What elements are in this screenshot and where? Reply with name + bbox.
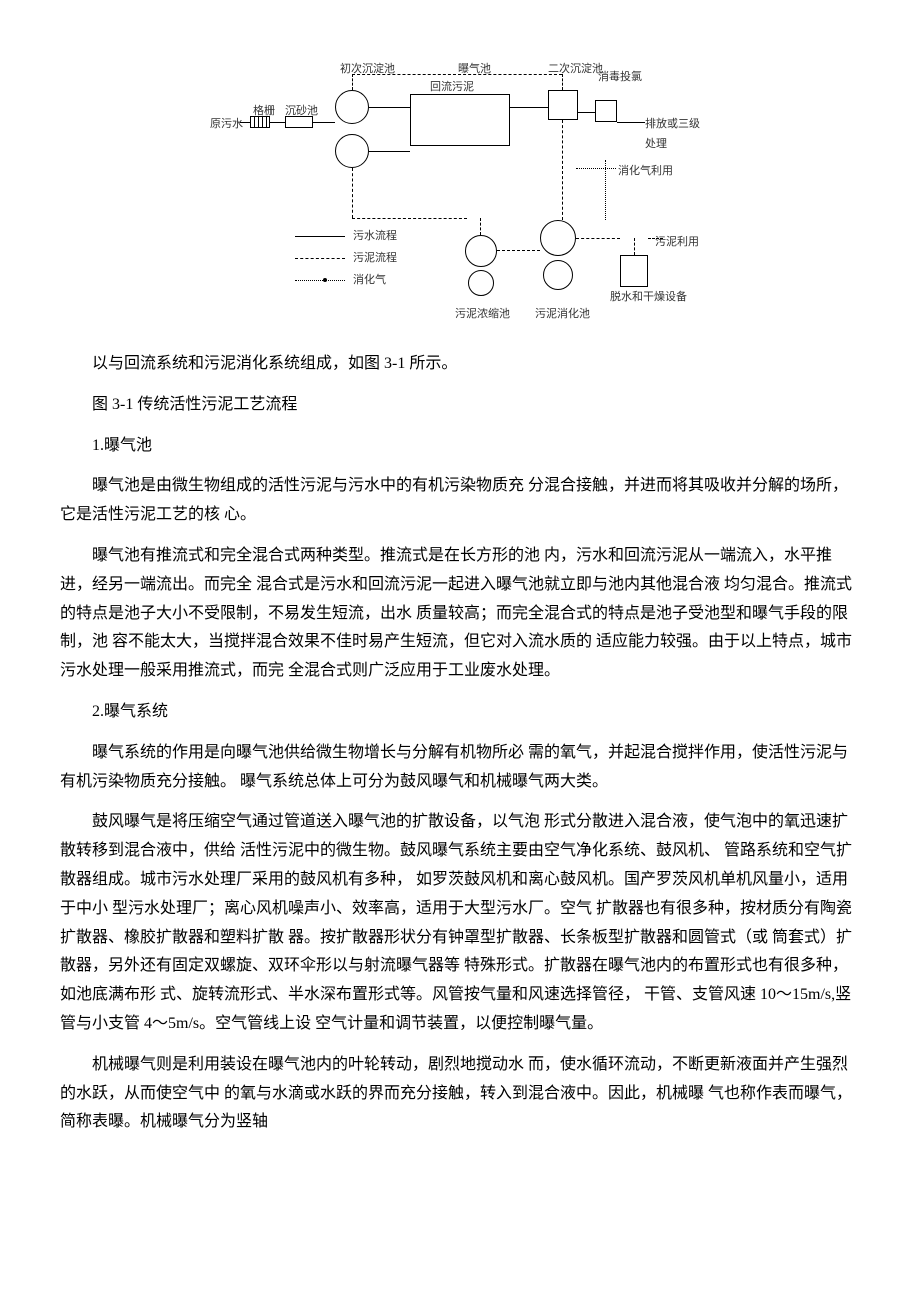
sludge-line (634, 238, 635, 255)
process-diagram-container: 初次沉淀池 曝气池 二次沉淀池 消毒投氯 原污水 格栅 沉砂池 回流污泥 (60, 60, 860, 320)
label-thickener: 污泥浓缩池 (455, 305, 510, 325)
disinfect-box (595, 100, 617, 122)
flow-line (240, 122, 250, 123)
digester-circle-2 (543, 260, 573, 290)
flow-line (578, 112, 595, 113)
section-heading-2: 2.曝气系统 (60, 698, 860, 727)
thickener-circle-2 (468, 270, 494, 296)
label-return-sludge: 回流污泥 (430, 78, 474, 98)
paragraph-9: 机械曝气则是利用装设在曝气池内的叶轮转动，剧烈地搅动水 而，使水循环流动，不断更… (60, 1051, 860, 1137)
paragraph-5: 曝气池有推流式和完全混合式两种类型。推流式是在长方形的池 内，污水和回流污泥从一… (60, 542, 860, 686)
sludge-line (352, 74, 562, 75)
label-digester: 污泥消化池 (535, 305, 590, 325)
grid-box (250, 116, 270, 128)
legend: 污水流程 污泥流程 消化气 (295, 225, 397, 292)
label-secondary-sed: 二次沉淀池 (548, 60, 603, 80)
label-sludge-use: 污泥利用 (655, 233, 699, 253)
gas-line (576, 168, 616, 169)
label-disinfect: 消毒投氯 (598, 68, 642, 88)
figure-caption: 图 3-1 传统活性污泥工艺流程 (60, 391, 860, 420)
dewater-box (620, 255, 648, 287)
primary-sed-circle-2 (335, 134, 369, 168)
sludge-line (352, 74, 353, 90)
flow-line (617, 122, 645, 123)
digester-circle-1 (540, 220, 576, 256)
paragraph-7: 曝气系统的作用是向曝气池供给微生物增长与分解有机物所必 需的氧气，并起混合搅拌作… (60, 739, 860, 797)
gas-line (605, 160, 606, 220)
paragraph-4: 曝气池是由微生物组成的活性污泥与污水中的有机污染物质充 分混合接触，并进而将其吸… (60, 472, 860, 530)
label-aeration-tank: 曝气池 (458, 60, 491, 80)
sludge-line (648, 238, 663, 239)
secondary-sed-box (548, 90, 578, 120)
paragraph-1: 以与回流系统和污泥消化系统组成，如图 3-1 所示。 (60, 350, 860, 379)
process-diagram: 初次沉淀池 曝气池 二次沉淀池 消毒投氯 原污水 格栅 沉砂池 回流污泥 (210, 60, 710, 320)
sludge-line (562, 74, 563, 90)
legend-digest-gas: 消化气 (353, 271, 386, 291)
sludge-line (497, 250, 540, 251)
sand-tank-box (285, 116, 313, 128)
flow-line (270, 122, 285, 123)
thickener-circle-1 (465, 235, 497, 267)
flow-line (510, 107, 548, 108)
flow-line (369, 151, 410, 152)
primary-sed-circle-1 (335, 90, 369, 124)
legend-sludge-flow: 污泥流程 (353, 249, 397, 269)
label-discharge: 排放或三级处理 (645, 115, 710, 155)
flow-line (369, 107, 410, 108)
section-heading-1: 1.曝气池 (60, 432, 860, 461)
label-raw-water: 原污水 (210, 115, 243, 135)
label-dewater: 脱水和干燥设备 (610, 288, 687, 308)
sludge-line (576, 238, 620, 239)
legend-water-flow: 污水流程 (353, 227, 397, 247)
sludge-line (480, 218, 481, 235)
sludge-line (352, 218, 467, 219)
paragraph-8: 鼓风曝气是将压缩空气通过管道送入曝气池的扩散设备，以气泡 形式分散进入混合液，使… (60, 808, 860, 1038)
sludge-line (352, 168, 353, 218)
flow-line (313, 122, 335, 123)
sludge-line (562, 120, 563, 220)
label-digester-gas: 消化气利用 (618, 162, 673, 182)
label-primary-sed: 初次沉淀池 (340, 60, 395, 80)
aeration-tank-box (410, 94, 510, 146)
